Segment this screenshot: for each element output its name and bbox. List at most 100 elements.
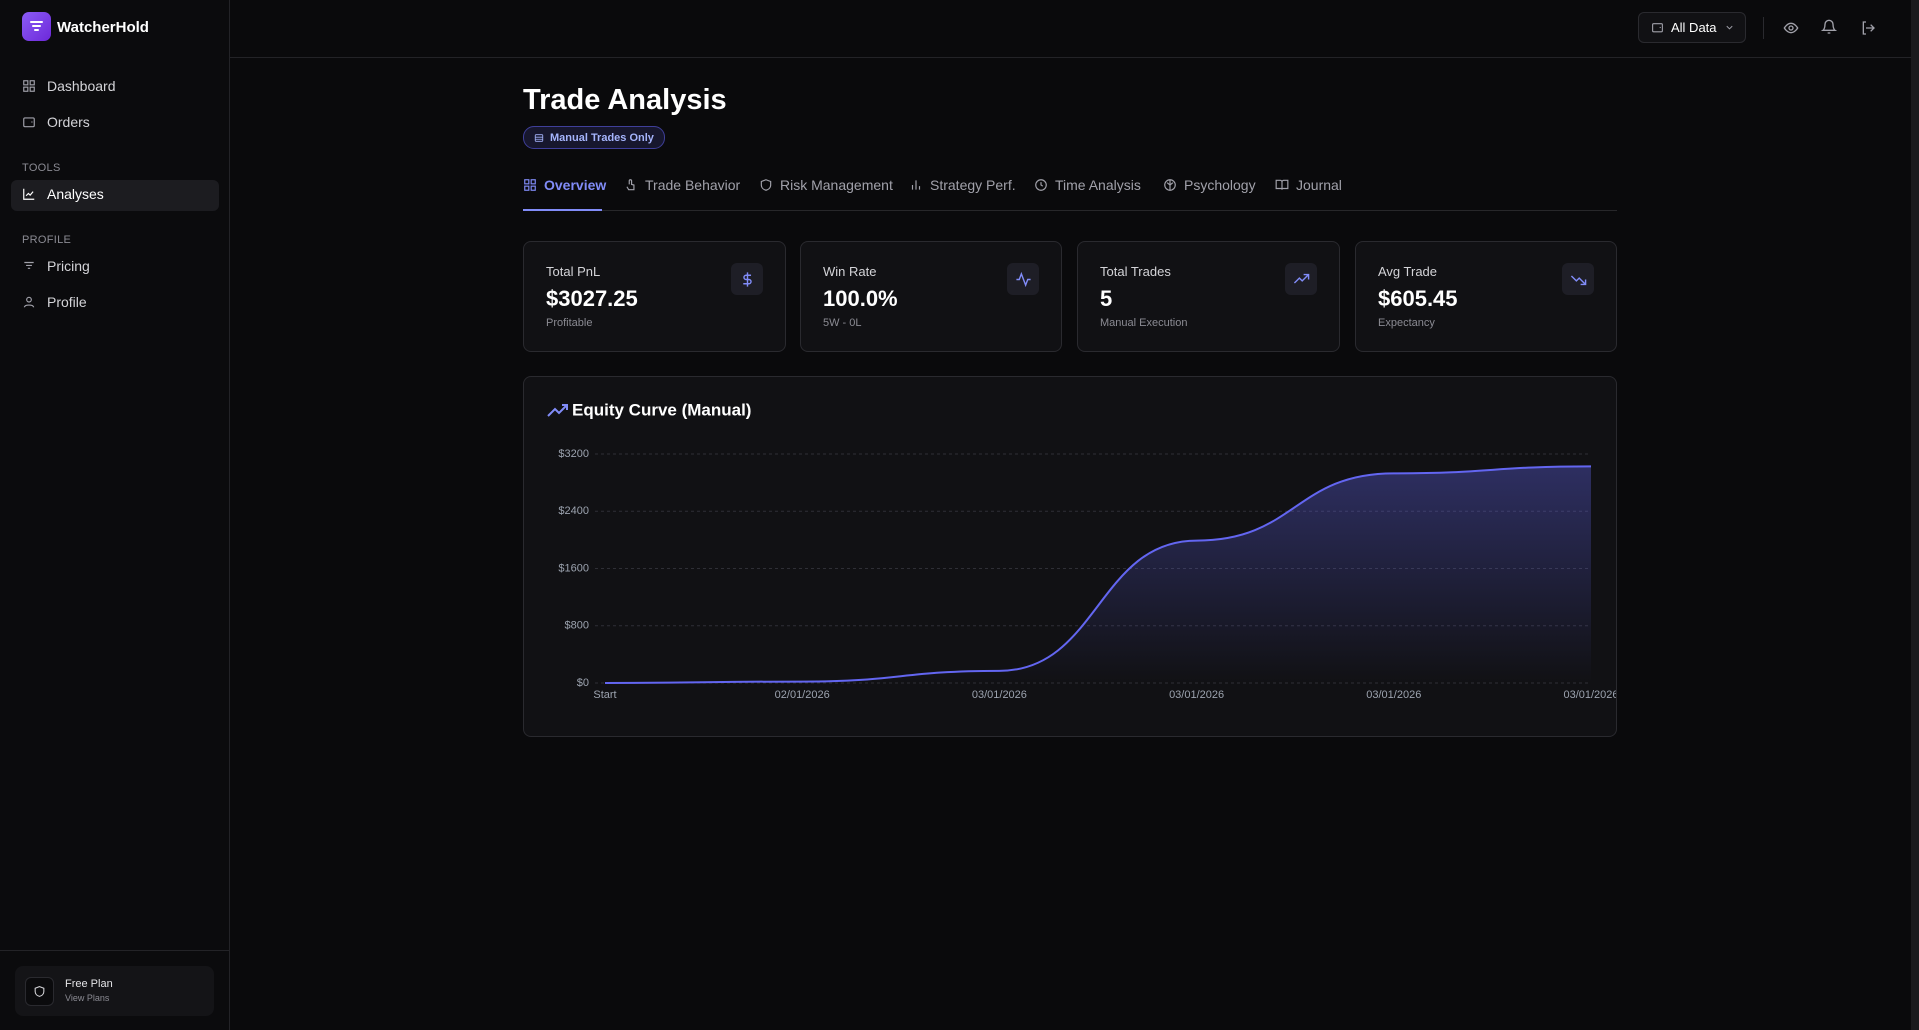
tab-icon — [1275, 179, 1289, 190]
brand[interactable]: WatcherHold — [57, 19, 149, 36]
active-nav-bg — [11, 180, 219, 211]
separator — [0, 950, 229, 951]
y-tick-label: $0 — [577, 677, 589, 689]
activity-icon — [1015, 271, 1031, 287]
stat-icon — [1007, 263, 1039, 295]
tab-icon — [626, 179, 635, 191]
scrollbar — [1911, 0, 1919, 1030]
tab[interactable]: Overview — [523, 177, 606, 193]
shield-icon — [34, 986, 45, 997]
stat-card: Total Trades 5 Manual Execution — [1077, 241, 1340, 352]
tab[interactable]: Risk Management — [759, 177, 893, 193]
nav-item[interactable]: Pricing — [22, 258, 90, 274]
chart-title: Equity Curve (Manual) — [572, 400, 751, 419]
stat-icon — [1285, 263, 1317, 295]
stat-value: $3027.25 — [546, 286, 638, 311]
y-tick-label: $2400 — [558, 505, 589, 517]
nav-label: Pricing — [47, 258, 90, 274]
line — [604, 465, 1592, 684]
nav-item[interactable]: Orders — [22, 114, 90, 130]
stat-value: 100.0% — [823, 286, 898, 311]
chart-card: Equity Curve (Manual) $0 $800 $1600 $2400 $3… — [523, 376, 1619, 737]
section-heading: TOOLS — [22, 162, 61, 174]
tab-label: Risk Management — [780, 177, 893, 193]
logo[interactable] — [22, 12, 51, 41]
stat-value: $605.45 — [1378, 286, 1458, 311]
filter-icon — [1652, 23, 1663, 33]
nav-item[interactable]: Profile — [22, 294, 87, 310]
stat-card: Win Rate 100.0% 5W - 0L — [800, 241, 1062, 352]
y-tick-label: $1600 — [558, 562, 589, 574]
tab[interactable]: Time Analysis — [1034, 177, 1141, 193]
tab[interactable]: Strategy Perf. — [909, 177, 1016, 193]
tab[interactable]: Trade Behavior — [624, 177, 740, 193]
x-tick-label: 02/01/2026 — [775, 689, 830, 701]
chart: Equity Curve (Manual) $0 $800 $1600 $2400 $3… — [547, 400, 1619, 701]
stat-note: Expectancy — [1378, 317, 1435, 329]
filter-button[interactable]: All Data — [1638, 12, 1746, 43]
chevron — [1725, 25, 1733, 30]
dollar-icon — [742, 271, 752, 287]
nav-icon — [24, 261, 34, 269]
stat-label: Avg Trade — [1378, 264, 1438, 279]
plan-link[interactable]: View Plans — [65, 993, 110, 1003]
tab-icon — [760, 179, 772, 191]
stat-note: Profitable — [546, 317, 593, 329]
badge: Manual Trades Only — [523, 126, 665, 149]
stat-note: Manual Execution — [1100, 317, 1188, 329]
nav-label: Profile — [47, 294, 87, 310]
notifications-button[interactable] — [1821, 19, 1837, 35]
page-title: Trade Analysis — [523, 84, 727, 116]
nav-label: Orders — [47, 114, 90, 130]
nav-icon — [23, 117, 35, 128]
tab-label: Overview — [544, 177, 607, 193]
x-tick-label: 03/01/2026 — [972, 689, 1027, 701]
x-tick-label: 03/01/2026 — [1366, 689, 1421, 701]
tab[interactable]: Psychology — [1163, 177, 1256, 193]
plan-card[interactable]: Free Plan View Plans — [15, 966, 214, 1016]
section-heading: PROFILE — [22, 234, 72, 246]
tab-icon — [1035, 179, 1047, 191]
tab[interactable]: Journal — [1275, 177, 1342, 193]
x-tick-label: 03/01/2026 — [1563, 689, 1616, 701]
tab-label: Psychology — [1184, 177, 1256, 193]
tab-label: Journal — [1296, 177, 1342, 193]
trend-down-icon — [1570, 274, 1586, 285]
x-tick-label: Start — [593, 689, 616, 701]
stat-card: Avg Trade $605.45 Expectancy — [1355, 241, 1617, 352]
logo-icon — [30, 21, 43, 31]
y-tick-label: $800 — [565, 620, 589, 632]
stat-value: 5 — [1100, 286, 1113, 311]
chart-title-icon — [547, 404, 568, 417]
header-border — [230, 57, 1911, 58]
visibility-button[interactable] — [1783, 20, 1799, 36]
nav-item[interactable]: Analyses — [22, 186, 104, 202]
tab-icon — [911, 180, 921, 190]
nav-icon — [23, 296, 35, 308]
badge-label: Manual Trades Only — [550, 131, 654, 144]
divider — [1763, 17, 1764, 39]
nav-label: Analyses — [47, 186, 104, 202]
nav-icon — [23, 188, 35, 200]
logout-button[interactable] — [1860, 20, 1876, 36]
stat-card: Total PnL $3027.25 Profitable — [523, 241, 786, 352]
trend-up-icon — [1293, 273, 1309, 284]
sidebar: WatcherHold Dashboard Orders TOOLS Analy… — [0, 0, 230, 1030]
nav-item[interactable]: Dashboard — [22, 78, 116, 94]
tab-icon — [524, 179, 536, 191]
plan-title: Free Plan — [65, 978, 113, 990]
tab-label: Trade Behavior — [645, 177, 741, 193]
stat-icon — [731, 263, 763, 295]
tab-icon — [1164, 179, 1176, 191]
stat-note: 5W - 0L — [823, 317, 862, 329]
stat-label: Win Rate — [823, 264, 877, 279]
stat-label: Total Trades — [1100, 264, 1171, 279]
stat-label: Total PnL — [546, 264, 601, 279]
tab-label: Strategy Perf. — [930, 177, 1016, 193]
x-tick-label: 03/01/2026 — [1169, 689, 1224, 701]
nav-icon — [23, 80, 35, 92]
badge-icon — [534, 133, 544, 142]
tab-label: Time Analysis — [1055, 177, 1141, 193]
